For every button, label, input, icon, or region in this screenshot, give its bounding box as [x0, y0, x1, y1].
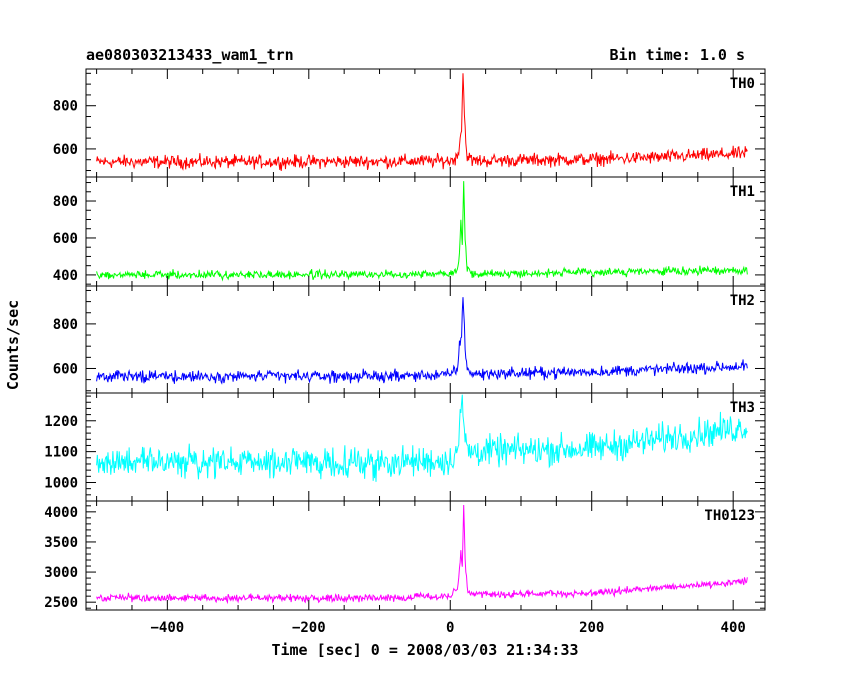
panels: 600 800 TH0 400 600 800 TH1 600 800 TH2 1000 1100 12… — [44, 68, 766, 611]
y-tick-label: 600 — [53, 142, 78, 158]
panel-name-th0: TH0 — [730, 76, 755, 92]
panel-name-th0123: TH0123 — [704, 508, 755, 524]
panel-frame — [85, 392, 766, 502]
x-tick-label: 0 — [446, 620, 454, 636]
series-line-th3 — [96, 394, 748, 482]
panel-name-th2: TH2 — [730, 293, 755, 309]
series-line-th0123 — [96, 504, 748, 605]
y-tick-label: 2500 — [44, 595, 78, 611]
y-tick-label: 800 — [53, 317, 78, 333]
panel-th3: 1000 1100 1200 TH3 — [44, 392, 766, 502]
panel-frame — [85, 500, 766, 611]
x-tick-label: 400 — [721, 620, 746, 636]
bin-time-label: Bin time: 1.0 s — [610, 46, 745, 64]
panel-th0: 600 800 TH0 — [53, 68, 766, 178]
chart-title: ae080303213433_wam1_trn — [86, 46, 294, 64]
series-line-th2 — [96, 297, 748, 385]
y-tick-label: 4000 — [44, 505, 78, 521]
y-tick-label: 800 — [53, 194, 78, 210]
panel-name-th3: TH3 — [730, 400, 755, 416]
panel-frame — [85, 68, 766, 178]
y-tick-label: 400 — [53, 268, 78, 284]
x-tick-label: −200 — [292, 620, 326, 636]
x-tick-label: −400 — [150, 620, 184, 636]
y-axis-label: Counts/sec — [4, 300, 22, 390]
x-axis: −400 −200 0 200 400 — [150, 620, 745, 636]
panel-th0123: 2500 3000 3500 4000 TH0123 — [44, 500, 766, 611]
y-tick-label: 1200 — [44, 414, 78, 430]
y-tick-label: 600 — [53, 231, 78, 247]
panel-name-th1: TH1 — [730, 184, 755, 200]
y-tick-label: 3500 — [44, 535, 78, 551]
panel-th1: 400 600 800 TH1 — [53, 176, 766, 287]
y-tick-label: 1100 — [44, 445, 78, 461]
panel-th2: 600 800 TH2 — [53, 285, 766, 394]
y-tick-label: 600 — [53, 361, 78, 377]
y-tick-label: 1000 — [44, 475, 78, 491]
y-tick-label: 3000 — [44, 565, 78, 581]
y-tick-label: 800 — [53, 99, 78, 115]
x-tick-label: 200 — [579, 620, 604, 636]
x-axis-label: Time [sec] 0 = 2008/03/03 21:34:33 — [271, 641, 578, 659]
series-line-th0 — [96, 73, 748, 171]
series-line-th1 — [96, 181, 748, 282]
